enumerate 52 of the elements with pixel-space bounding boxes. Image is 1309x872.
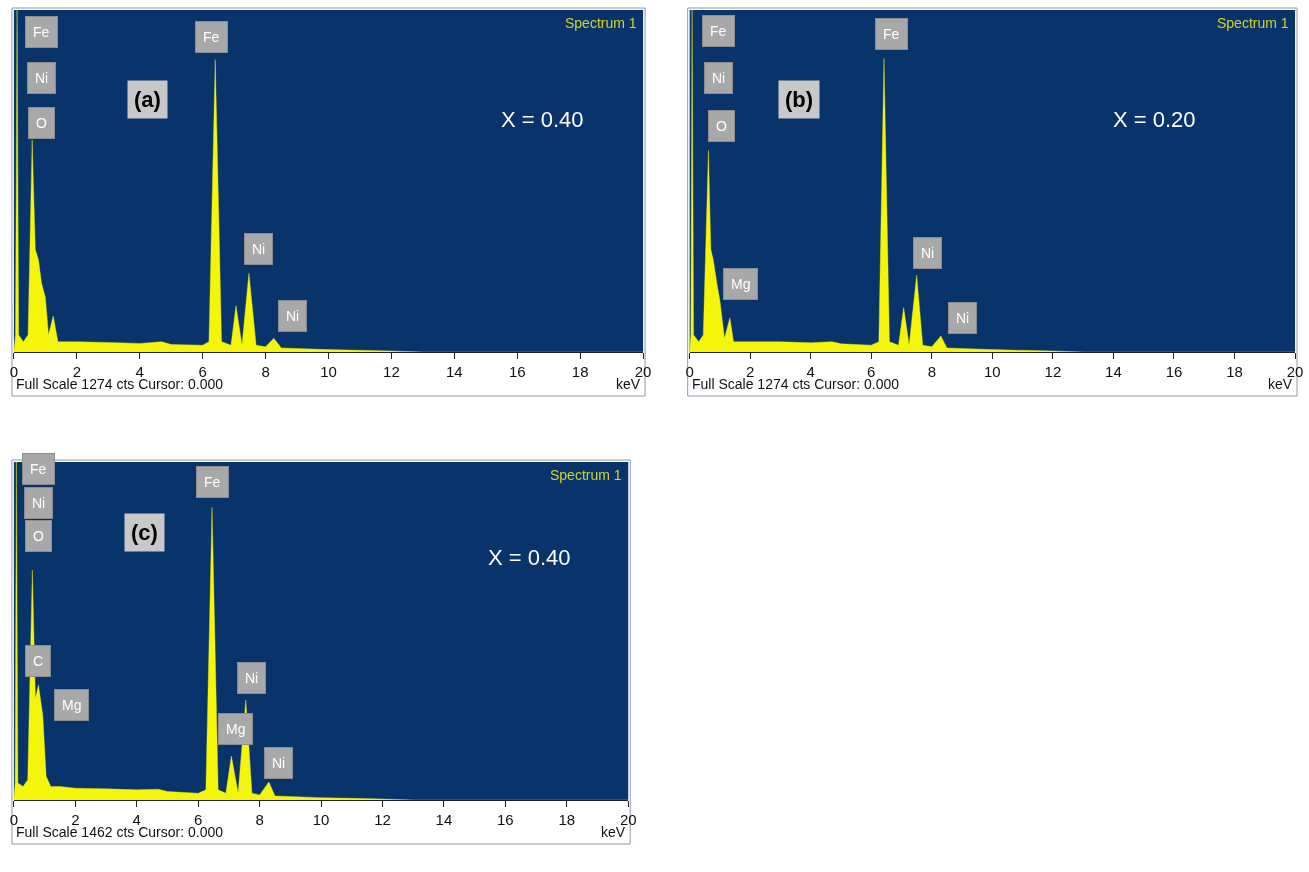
x-tick-label: 16 xyxy=(1165,363,1183,380)
annotation: Fe xyxy=(204,474,221,490)
annotation: O xyxy=(716,118,727,134)
annotation: Ni xyxy=(712,70,726,86)
x-tick-label: 18 xyxy=(558,811,576,828)
annotation: Mg xyxy=(731,276,751,292)
annotation: O xyxy=(36,115,47,131)
annotation: Mg xyxy=(226,721,246,737)
annotation: Fe xyxy=(30,461,47,477)
annotation: Ni xyxy=(35,70,49,86)
annotation: Fe xyxy=(203,29,220,45)
x-tick-label: 10 xyxy=(312,811,330,828)
x-tick-label: 10 xyxy=(320,363,337,380)
x-tick-label: 8 xyxy=(255,811,264,828)
annotation: Mg xyxy=(62,697,82,713)
annotation: (c) xyxy=(131,520,158,545)
chart-title: Spectrum 1 xyxy=(1217,15,1289,31)
annotation: Ni xyxy=(956,310,970,326)
x-tick-label: 18 xyxy=(571,363,589,380)
annotation: Fe xyxy=(33,24,50,40)
annotation: Fe xyxy=(710,23,727,39)
x-tick-label: 18 xyxy=(1226,363,1243,380)
x-tick-label: 16 xyxy=(508,363,526,380)
chart-title: Spectrum 1 xyxy=(565,15,637,31)
annotation: (b) xyxy=(785,87,814,112)
x-tick-label: 0 xyxy=(685,363,694,380)
x-tick-label: 16 xyxy=(497,811,514,828)
annotation: X = 0.20 xyxy=(1113,107,1196,132)
annotation: (a) xyxy=(134,87,161,112)
x-tick-label: 10 xyxy=(984,363,1001,380)
annotation: Ni xyxy=(245,670,259,686)
x-tick-label: 14 xyxy=(445,363,463,380)
annotation: Ni xyxy=(286,308,300,324)
annotation: Ni xyxy=(272,755,286,771)
x-tick-label: 0 xyxy=(9,363,19,380)
x-tick-label: 8 xyxy=(261,363,270,380)
annotation: Ni xyxy=(32,495,46,511)
annotation: Ni xyxy=(252,241,266,257)
x-tick-label: 8 xyxy=(927,363,936,380)
annotation: Ni xyxy=(921,245,935,261)
x-tick-label: 0 xyxy=(9,811,19,828)
annotation: C xyxy=(33,653,44,669)
annotation: X = 0.40 xyxy=(488,545,571,570)
annotation: O xyxy=(33,528,44,544)
annotation: X = 0.40 xyxy=(501,107,584,132)
x-tick-label: 12 xyxy=(1044,363,1062,380)
x-tick-label: 12 xyxy=(383,363,400,380)
x-tick-label: 12 xyxy=(374,811,391,828)
x-tick-label: 14 xyxy=(435,811,453,828)
chart-title: Spectrum 1 xyxy=(550,467,622,483)
x-tick-label: 14 xyxy=(1105,363,1122,380)
annotation: Fe xyxy=(883,26,900,42)
